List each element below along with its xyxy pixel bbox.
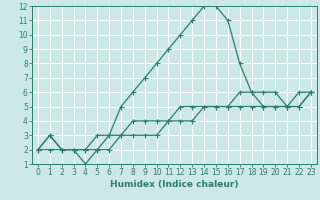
X-axis label: Humidex (Indice chaleur): Humidex (Indice chaleur) [110,180,239,189]
